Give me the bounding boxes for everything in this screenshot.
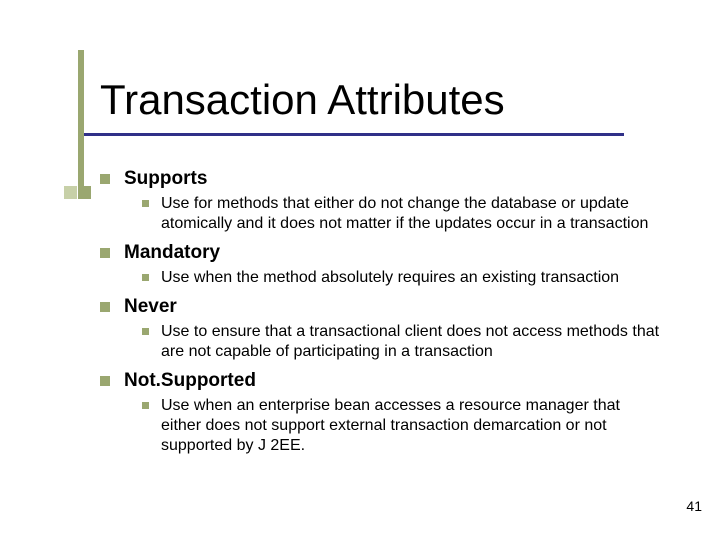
bullet-square-icon (100, 302, 110, 312)
list-subitem: Use when the method absolutely requires … (142, 268, 660, 288)
accent-vertical-bar (78, 50, 84, 198)
list-item: Not.Supported (100, 370, 660, 392)
subitem-text: Use to ensure that a transactional clien… (161, 322, 660, 362)
title-underline (84, 133, 624, 136)
bullet-square-icon (100, 174, 110, 184)
list-item: Never (100, 296, 660, 318)
bullet-square-small-icon (142, 402, 149, 409)
bullet-square-small-icon (142, 328, 149, 335)
subitem-text: Use for methods that either do not chang… (161, 194, 660, 234)
accent-square-dark (78, 186, 91, 199)
item-label: Supports (124, 168, 207, 190)
slide: Transaction Attributes Supports Use for … (0, 0, 720, 540)
list-item: Supports (100, 168, 660, 190)
slide-body: Supports Use for methods that either do … (100, 160, 660, 462)
accent-square-light (64, 186, 77, 199)
bullet-square-icon (100, 248, 110, 258)
list-subitem: Use to ensure that a transactional clien… (142, 322, 660, 362)
subitem-text: Use when an enterprise bean accesses a r… (161, 396, 660, 456)
item-label: Never (124, 296, 177, 318)
item-label: Mandatory (124, 242, 220, 264)
list-subitem: Use when an enterprise bean accesses a r… (142, 396, 660, 456)
bullet-square-small-icon (142, 274, 149, 281)
bullet-square-small-icon (142, 200, 149, 207)
list-subitem: Use for methods that either do not chang… (142, 194, 660, 234)
slide-title: Transaction Attributes (100, 76, 505, 124)
page-number: 41 (686, 498, 702, 514)
bullet-square-icon (100, 376, 110, 386)
list-item: Mandatory (100, 242, 660, 264)
item-label: Not.Supported (124, 370, 256, 392)
subitem-text: Use when the method absolutely requires … (161, 268, 619, 288)
